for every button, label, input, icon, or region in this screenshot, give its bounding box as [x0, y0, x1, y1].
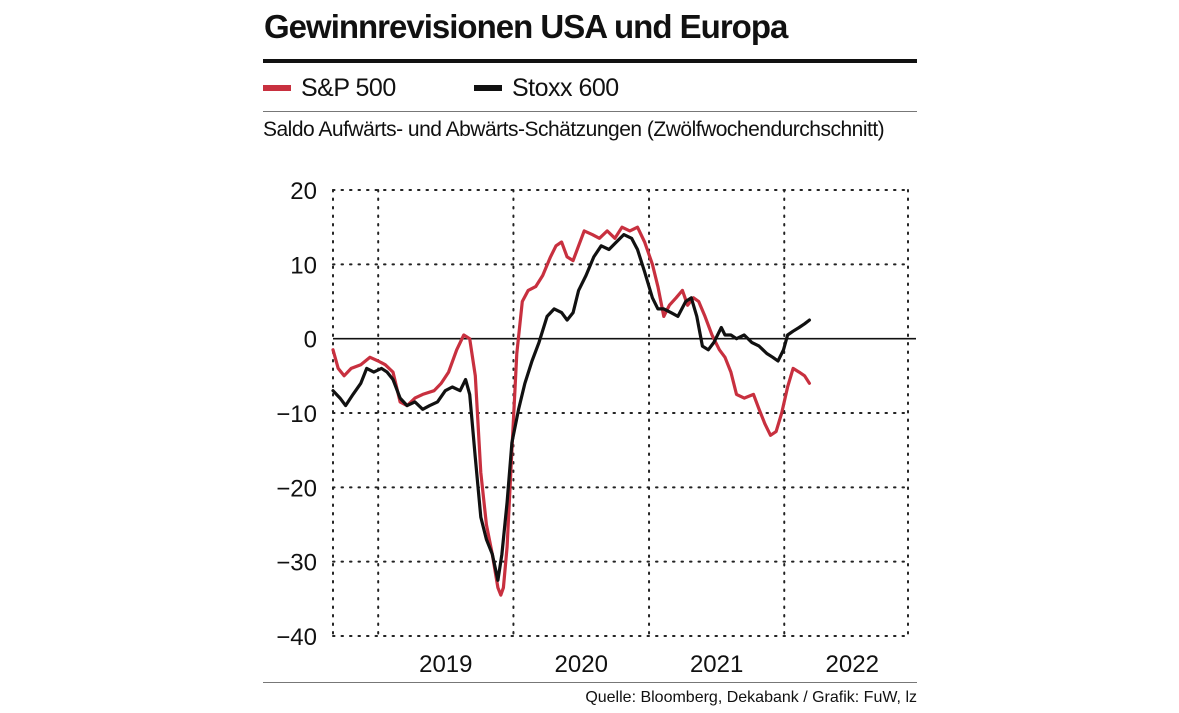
legend-item-stoxx600: Stoxx 600	[474, 68, 619, 108]
y-tick-label: −20	[276, 475, 317, 502]
y-axis-label: Saldo Aufwärts- und Abwärts-Schätzungen …	[263, 118, 885, 141]
y-tick-label: 20	[290, 178, 317, 205]
chart-title: Gewinnrevisionen USA und Europa	[264, 8, 788, 45]
x-tick-label: 2019	[419, 651, 472, 678]
y-tick-label: −10	[276, 401, 317, 428]
title-rule	[263, 59, 917, 63]
y-tick-label: 10	[290, 252, 317, 279]
legend-rule	[263, 111, 917, 112]
y-tick-label: −40	[276, 624, 317, 651]
series-line-stoxx600	[331, 233, 811, 582]
y-tick-label: −30	[276, 550, 317, 577]
legend: S&P 500 Stoxx 600	[263, 68, 917, 108]
x-tick-label: 2022	[826, 651, 879, 678]
footer-rule	[263, 682, 917, 683]
legend-swatch-stoxx600	[474, 85, 502, 91]
legend-label-sp500: S&P 500	[301, 73, 396, 102]
x-tick-label: 2021	[690, 651, 743, 678]
y-tick-label: 0	[304, 327, 317, 354]
legend-item-sp500: S&P 500	[263, 68, 396, 108]
source-note: Quelle: Bloomberg, Dekabank / Grafik: Fu…	[585, 689, 917, 706]
legend-label-stoxx600: Stoxx 600	[512, 73, 619, 102]
series-line-sp500	[331, 225, 811, 597]
x-tick-label: 2020	[555, 651, 608, 678]
legend-swatch-sp500	[263, 85, 291, 91]
